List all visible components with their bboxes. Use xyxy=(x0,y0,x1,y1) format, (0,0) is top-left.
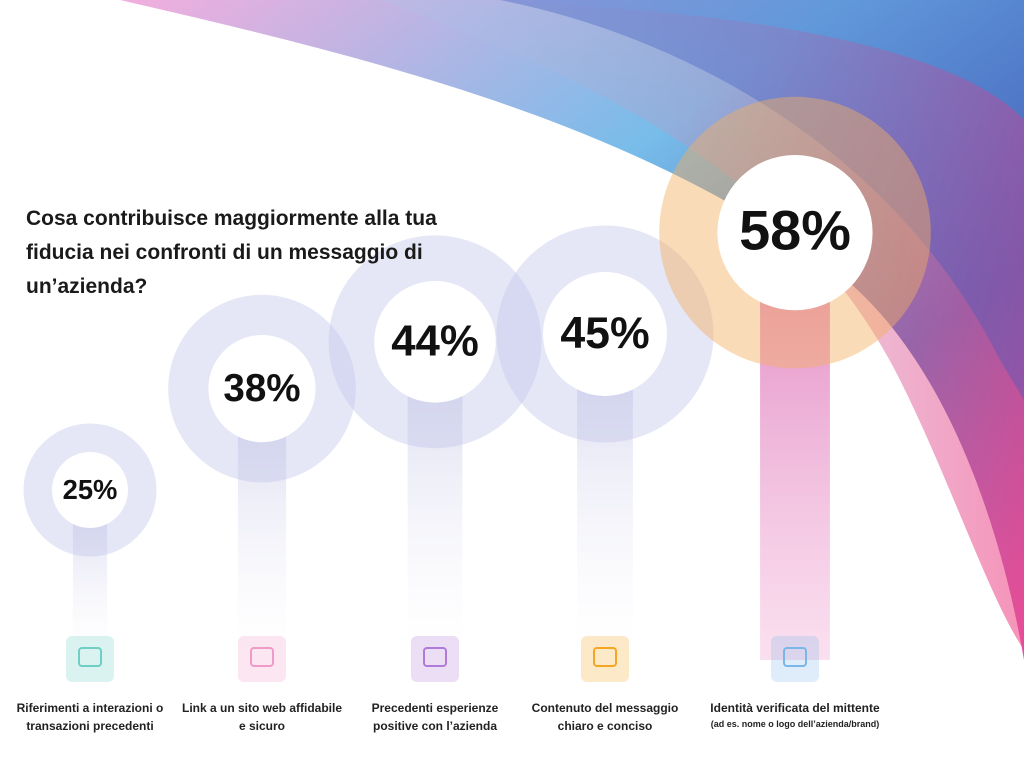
icon-glyph xyxy=(593,647,617,667)
icon xyxy=(771,636,819,682)
bubble xyxy=(374,281,496,403)
category-text: Contenuto del messaggio chiaro e conciso xyxy=(531,701,679,733)
value-label: 38% xyxy=(223,367,300,410)
icon xyxy=(238,636,286,682)
value-label: 44% xyxy=(391,316,479,365)
icon-glyph xyxy=(78,647,102,667)
category-text: Identità verificata del mittente xyxy=(710,701,880,715)
icon-glyph xyxy=(783,647,807,667)
category-label: Riferimenti a interazioni o transazioni … xyxy=(5,699,175,735)
category-text: Riferimenti a interazioni o transazioni … xyxy=(16,701,164,733)
icon-glyph xyxy=(250,647,274,667)
bubble xyxy=(208,335,316,443)
category-label: Link a un sito web affidabile e sicuro xyxy=(177,699,347,735)
icon-glyph xyxy=(423,647,447,667)
category-text: Precedenti esperienze positive con l’azi… xyxy=(371,701,499,733)
icon xyxy=(581,636,629,682)
bubble xyxy=(543,272,667,396)
footnote: (ad es. nome o logo dell’azienda/brand) xyxy=(710,719,880,729)
value-label: 58% xyxy=(739,198,851,261)
value-label: 25% xyxy=(63,474,118,505)
chart-title: Cosa contribuisce maggiormente alla tua … xyxy=(26,207,437,298)
bubble xyxy=(717,155,873,311)
category-text: Link a un sito web affidabile e sicuro xyxy=(181,701,343,733)
bubble xyxy=(52,452,128,528)
icon xyxy=(411,636,459,682)
icon xyxy=(66,636,114,682)
category-label: Identità verificata del mittente (ad es. … xyxy=(710,699,880,731)
category-label: Precedenti esperienze positive con l’azi… xyxy=(350,699,520,735)
category-label: Contenuto del messaggio chiaro e conciso xyxy=(520,699,690,735)
value-label: 45% xyxy=(560,309,649,358)
